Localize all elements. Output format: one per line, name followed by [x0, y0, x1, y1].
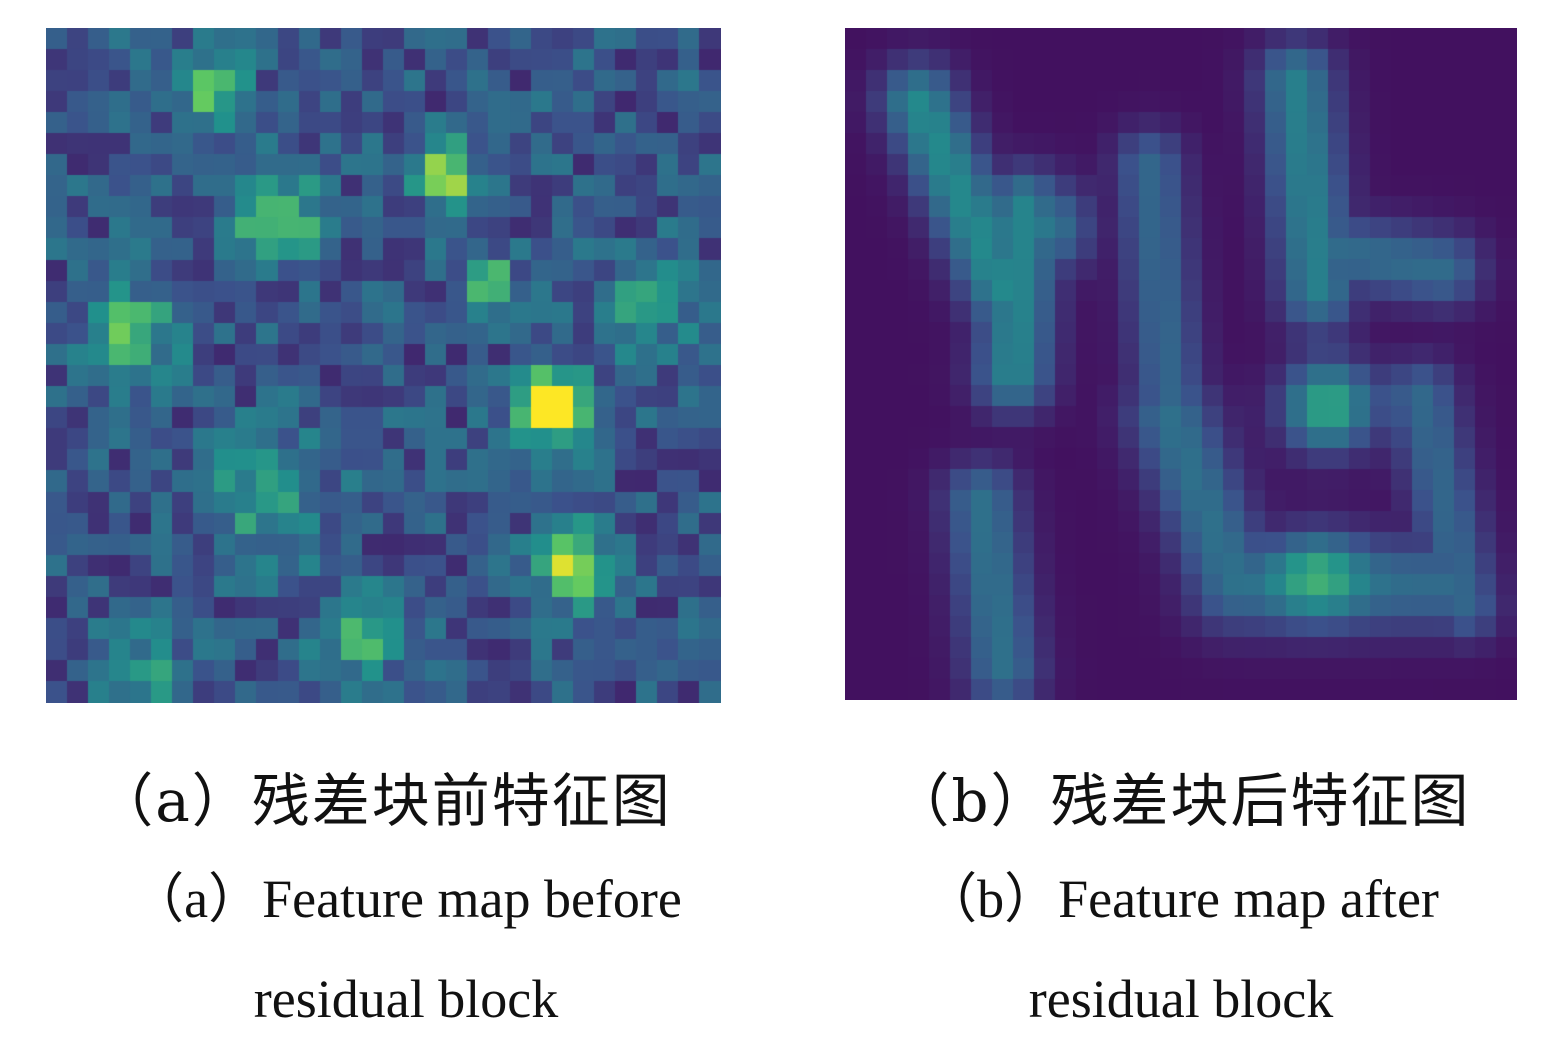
feature-map-after-heatmap [845, 28, 1517, 700]
heatmap-canvas-after [845, 28, 1517, 700]
caption-b-english-line2: residual block [1028, 969, 1334, 1029]
caption-b-english-line1: （b）Feature map after [923, 869, 1439, 929]
caption-a-chinese: （a）残差块前特征图 [95, 767, 672, 835]
caption-a-english-line1: （a）Feature map before [130, 869, 682, 929]
heatmap-canvas-before [46, 28, 721, 703]
caption-a-english-line2: residual block [253, 969, 559, 1029]
caption-b-chinese: （b）残差块后特征图 [891, 767, 1471, 835]
feature-map-before-heatmap [46, 28, 721, 703]
